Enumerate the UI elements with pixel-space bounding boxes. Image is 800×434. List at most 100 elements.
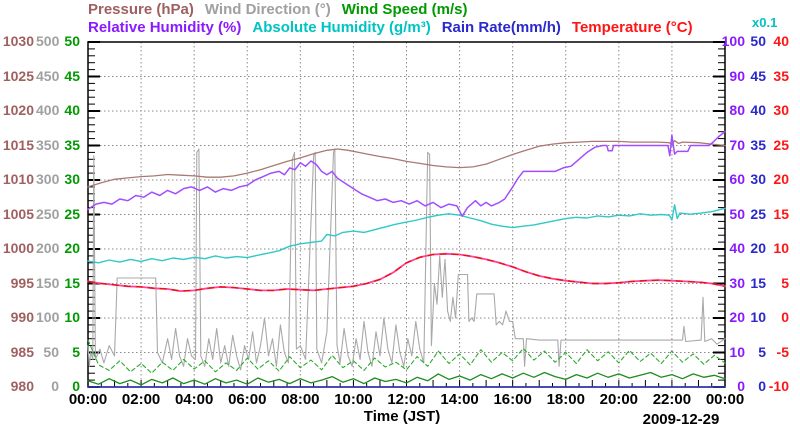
x-tick-label: 06:00: [228, 391, 267, 408]
y-tick-label-right: 45: [750, 67, 766, 84]
x-tick-label: 12:00: [387, 391, 426, 408]
y-tick-label-left: 40: [64, 102, 80, 118]
y-tick-label-right: 80: [729, 102, 745, 118]
y-tick-label-right: 5: [758, 343, 766, 360]
y-tick-label-left: 350: [36, 136, 60, 153]
relative-humidity-line: [87, 130, 726, 217]
legend-absolute-humidity: Absolute Humidity (g/m³): [252, 19, 431, 36]
y-tick-label-left: 250: [36, 205, 60, 222]
y-tick-label-right: 0: [737, 378, 745, 394]
wind-speed-line: [87, 371, 726, 386]
x-tick-label: 10:00: [334, 391, 373, 408]
x-tick-label: 08:00: [281, 391, 320, 408]
y-tick-label-right: 15: [773, 205, 789, 222]
y-tick-label-left: 1015: [2, 136, 34, 153]
wind-speed-gust-line: [87, 339, 726, 374]
pressure-line: [87, 140, 726, 188]
y-tick-label-right: 50: [729, 205, 745, 222]
y-tick-label-right: 20: [729, 309, 745, 325]
y-tick-label-right: 5: [781, 274, 789, 291]
legend-pressure: Pressure (hPa): [88, 1, 194, 18]
y-tick-label-right: 40: [773, 33, 789, 49]
y-tick-label-left: 15: [64, 274, 80, 291]
x-tick-label: 00:00: [705, 391, 745, 408]
legend-row-2: Relative Humidity (%) Absolute Humidity (…: [88, 19, 704, 36]
y-tick-label-left: 995: [10, 274, 34, 291]
y-tick-label-right: 20: [773, 171, 789, 187]
y-tick-label-right: -10: [768, 378, 789, 394]
y-tick-label-right: -5: [776, 343, 789, 360]
y-tick-label-right: 0: [758, 378, 766, 394]
y-tick-label-left: 990: [10, 309, 34, 325]
y-tick-label-left: 150: [36, 274, 60, 291]
y-tick-label-left: 0: [72, 378, 80, 394]
y-tick-label-right: 60: [729, 171, 745, 187]
x-tick-label: 02:00: [121, 391, 161, 408]
date-label: 2009-12-29: [642, 411, 720, 428]
legend-wind-speed: Wind Speed (m/s): [341, 1, 468, 18]
scale-note-x0.1: x0.1: [752, 15, 778, 30]
y-tick-label-left: 980: [10, 378, 34, 394]
y-tick-label-left: 25: [64, 205, 80, 222]
y-tick-label-left: 1005: [2, 205, 34, 222]
y-tick-label-right: 10: [750, 309, 766, 325]
absolute-humidity-line: [87, 204, 726, 264]
y-tick-label-right: 35: [750, 136, 766, 153]
x-tick-label: 04:00: [174, 391, 214, 408]
x-tick-label: 14:00: [440, 391, 479, 408]
y-tick-label-left: 450: [36, 67, 60, 84]
wind-direction-line: [87, 148, 726, 371]
y-tick-label-left: 1020: [2, 102, 34, 118]
y-tick-label-right: 25: [773, 136, 789, 153]
y-tick-label-left: 45: [64, 67, 80, 84]
temperature-overlay-line: [87, 253, 726, 292]
y-tick-label-left: 50: [64, 33, 80, 49]
y-tick-label-left: 0: [51, 378, 59, 394]
x-tick-label: 22:00: [652, 391, 692, 408]
y-tick-label-right: 40: [729, 240, 745, 256]
y-tick-label-left: 10: [64, 309, 80, 325]
y-tick-label-right: 100: [721, 33, 745, 49]
y-tick-label-left: 1030: [2, 33, 34, 49]
y-tick-label-right: 25: [750, 205, 766, 222]
x-axis-title: Time (JST): [363, 408, 441, 425]
legend-row-1: Pressure (hPa) Wind Direction (°) Wind Spe…: [88, 1, 478, 18]
legend-rain-rate: Rain Rate(mm/h): [441, 19, 561, 36]
y-tick-label-left: 35: [64, 136, 80, 153]
y-tick-label-right: 70: [729, 136, 745, 153]
y-tick-label-left: 5: [72, 343, 80, 360]
y-tick-label-left: 985: [10, 343, 34, 360]
x-tick-label: 16:00: [493, 391, 532, 408]
x-tick-label: 00:00: [68, 391, 108, 408]
y-tick-label-right: 10: [729, 343, 745, 360]
y-tick-label-left: 100: [36, 309, 60, 325]
y-tick-label-right: 0: [781, 309, 789, 325]
y-tick-label-left: 400: [36, 102, 60, 118]
y-tick-label-right: 30: [750, 171, 766, 187]
y-tick-label-right: 40: [750, 102, 766, 118]
y-tick-label-left: 500: [36, 33, 60, 49]
y-tick-label-right: 10: [773, 240, 789, 256]
y-tick-label-left: 1010: [2, 171, 34, 187]
y-tick-label-left: 1000: [2, 240, 34, 256]
legend-relative-humidity: Relative Humidity (%): [88, 19, 242, 36]
y-tick-label-left: 300: [36, 171, 60, 187]
y-tick-label-right: 30: [773, 102, 789, 118]
y-tick-label-right: 35: [773, 67, 789, 84]
y-tick-label-left: 20: [64, 240, 80, 256]
x-tick-label: 18:00: [546, 391, 585, 408]
legend-wind-direction: Wind Direction (°): [204, 1, 331, 18]
y-tick-label-right: 20: [750, 240, 766, 256]
y-tick-label-right: 50: [750, 33, 766, 49]
y-tick-label-right: 90: [729, 67, 745, 84]
y-tick-label-right: 30: [729, 274, 745, 291]
x-tick-label: 20:00: [599, 391, 639, 408]
y-tick-label-left: 50: [43, 343, 59, 360]
y-tick-label-left: 30: [64, 171, 80, 187]
y-tick-label-right: 15: [750, 274, 766, 291]
y-tick-label-left: 1025: [2, 67, 34, 84]
legend-temperature: Temperature (°C): [571, 19, 693, 36]
y-tick-label-left: 200: [36, 240, 60, 256]
